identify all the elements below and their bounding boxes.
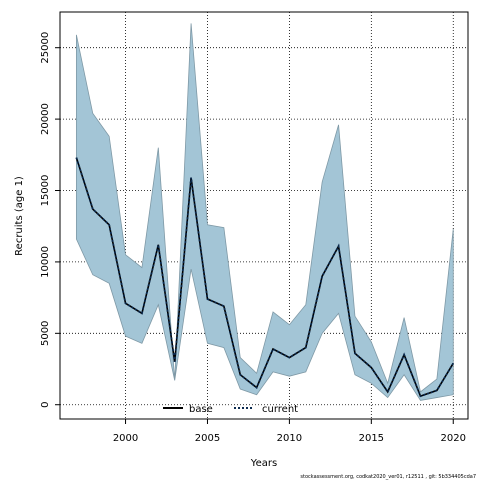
x-tick-label: 2010 [277,433,302,444]
y-tick-label: 20000 [40,103,51,135]
y-tick-label: 0 [40,402,51,408]
y-tick-label: 15000 [40,175,51,207]
x-axis-title: Years [250,458,277,469]
y-tick-label: 10000 [40,246,51,278]
y-axis-title: Recruits (age 1) [14,176,25,256]
confidence-band [75,23,454,401]
y-tick-label: 25000 [40,32,51,64]
x-tick-label: 2020 [441,433,466,444]
x-tick-label: 2000 [113,433,138,444]
y-axis: 0 5000 10000 15000 20000 25000 [40,32,60,408]
confidence-band-layer [75,23,454,401]
series-line-current [75,157,455,398]
footer-text: stockassessment.org, codkat2020_ver01, r… [300,474,476,480]
x-axis: 2000 2005 2010 2015 2020 [113,419,466,444]
plot-frame [59,11,469,420]
y-tick-label: 5000 [40,321,51,346]
x-tick-label: 2015 [359,433,384,444]
legend: base current [163,404,298,415]
x-tick-label: 2005 [195,433,220,444]
legend-base-label: base [189,404,213,415]
series-lines-layer [75,157,455,398]
legend-current-label: current [262,404,298,415]
